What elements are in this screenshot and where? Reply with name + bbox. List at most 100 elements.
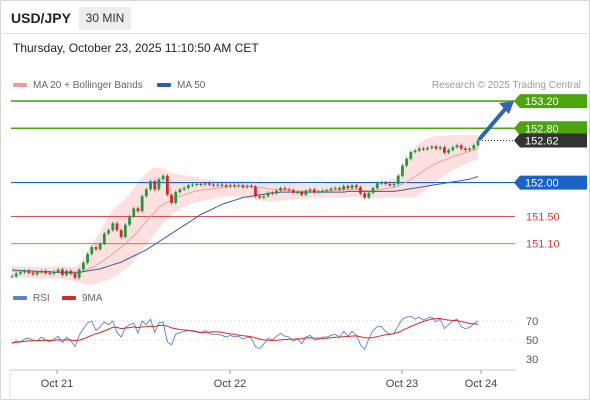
level-tag-text: 152.80 (525, 123, 559, 135)
candle-body (195, 183, 199, 185)
candle-body (249, 186, 253, 187)
ma20-line (11, 148, 479, 275)
candle-body (304, 190, 308, 195)
candle-body (128, 216, 131, 225)
candle-body (342, 186, 346, 190)
header-divider (0, 33, 590, 34)
candle-body (447, 149, 451, 153)
candle-body (191, 184, 194, 186)
candle-body (233, 185, 236, 187)
candle-body (359, 187, 362, 194)
candle-body (388, 183, 392, 186)
level-tag-bg (514, 94, 587, 109)
candle-body (413, 150, 417, 153)
candle-body (31, 272, 35, 275)
candle-body (60, 269, 64, 275)
candle-body (161, 175, 165, 180)
rsi-tick-50: 50 (526, 335, 538, 347)
candle-body (69, 270, 73, 274)
level-tag-text: 152.00 (525, 178, 559, 190)
candle-body (77, 269, 81, 278)
candle-body (48, 272, 52, 274)
rsi-tick-30: 30 (526, 354, 538, 366)
candle-body (123, 224, 127, 237)
candle-body (186, 185, 190, 189)
candle-body (254, 186, 257, 197)
level-label-152-80: 152.80 (514, 121, 587, 136)
level-tag-bg (514, 121, 587, 136)
candle-body (220, 184, 224, 186)
candle-body (144, 189, 148, 197)
candle-body (275, 190, 278, 194)
candle-body (258, 196, 262, 198)
candle-body (325, 190, 329, 192)
candle-body (157, 179, 161, 190)
level-label-152-00: 152.00 (514, 175, 587, 190)
candle-body (212, 184, 215, 186)
candle-body (476, 140, 480, 146)
candle-body (98, 243, 102, 250)
candle-body (73, 273, 77, 278)
candle-body (86, 253, 89, 263)
x-tick-label: Oct 21 (41, 378, 73, 390)
candle-body (23, 270, 26, 273)
candle-body (472, 145, 476, 149)
candle-body (199, 183, 203, 185)
candle-body (338, 188, 341, 190)
candle-body (132, 208, 136, 217)
candle-body (354, 185, 358, 188)
candle-body (279, 188, 283, 191)
candle-body (266, 192, 270, 197)
candle-body (241, 185, 245, 188)
candle-body (102, 233, 106, 244)
candle-body (94, 247, 98, 250)
level-label-153-20: 153.20 (514, 94, 587, 109)
candle-body (438, 147, 442, 149)
candle-body (245, 186, 249, 188)
candle-body (170, 194, 173, 203)
candle-body (409, 152, 413, 159)
candle-body (380, 182, 383, 184)
candle-body (136, 208, 140, 212)
candle-body (115, 223, 119, 231)
rsi-ma9-line (11, 318, 479, 344)
candle-body (81, 262, 85, 270)
candle-body (27, 270, 31, 273)
candle-body (18, 272, 22, 274)
candle-body (384, 182, 388, 184)
candle-body (178, 189, 182, 193)
ma9-swatch (62, 296, 76, 301)
candle-body (262, 196, 266, 198)
candle-body (426, 147, 430, 150)
timeframe-button[interactable]: 30 MIN (79, 7, 131, 30)
candle-body (182, 188, 186, 190)
ma50-swatch (157, 83, 171, 88)
level-tag-text: 152.62 (525, 135, 559, 147)
ma20-swatch (13, 83, 27, 88)
legend-ma20-label: MA 20 + Bollinger Bands (33, 80, 143, 91)
projection-arrow-head (499, 101, 514, 115)
candle-body (367, 192, 371, 198)
candle-body (56, 269, 60, 272)
x-tick-label: Oct 22 (214, 378, 246, 390)
candle-body (14, 273, 18, 277)
candle-body (405, 158, 409, 166)
instrument-symbol: USD/JPY (11, 10, 71, 26)
candle-body (90, 247, 94, 254)
candle-body (216, 184, 220, 186)
level-label-152-62: 152.62 (514, 133, 587, 148)
candle-body (363, 193, 367, 198)
candle-body (392, 183, 396, 186)
rsi-tick-70: 70 (526, 316, 538, 328)
source-credit: Research © 2025 Trading Central (431, 80, 581, 91)
candle-body (140, 196, 144, 212)
candle-body (207, 183, 211, 185)
legend-ma20: MA 20 + Bollinger Bands (13, 80, 143, 91)
candle-body (119, 230, 123, 237)
candle-body (308, 189, 312, 191)
candle-body (459, 145, 463, 149)
candle-body (375, 183, 379, 189)
candle-body (312, 189, 316, 193)
x-tick-label: Oct 23 (386, 378, 418, 390)
